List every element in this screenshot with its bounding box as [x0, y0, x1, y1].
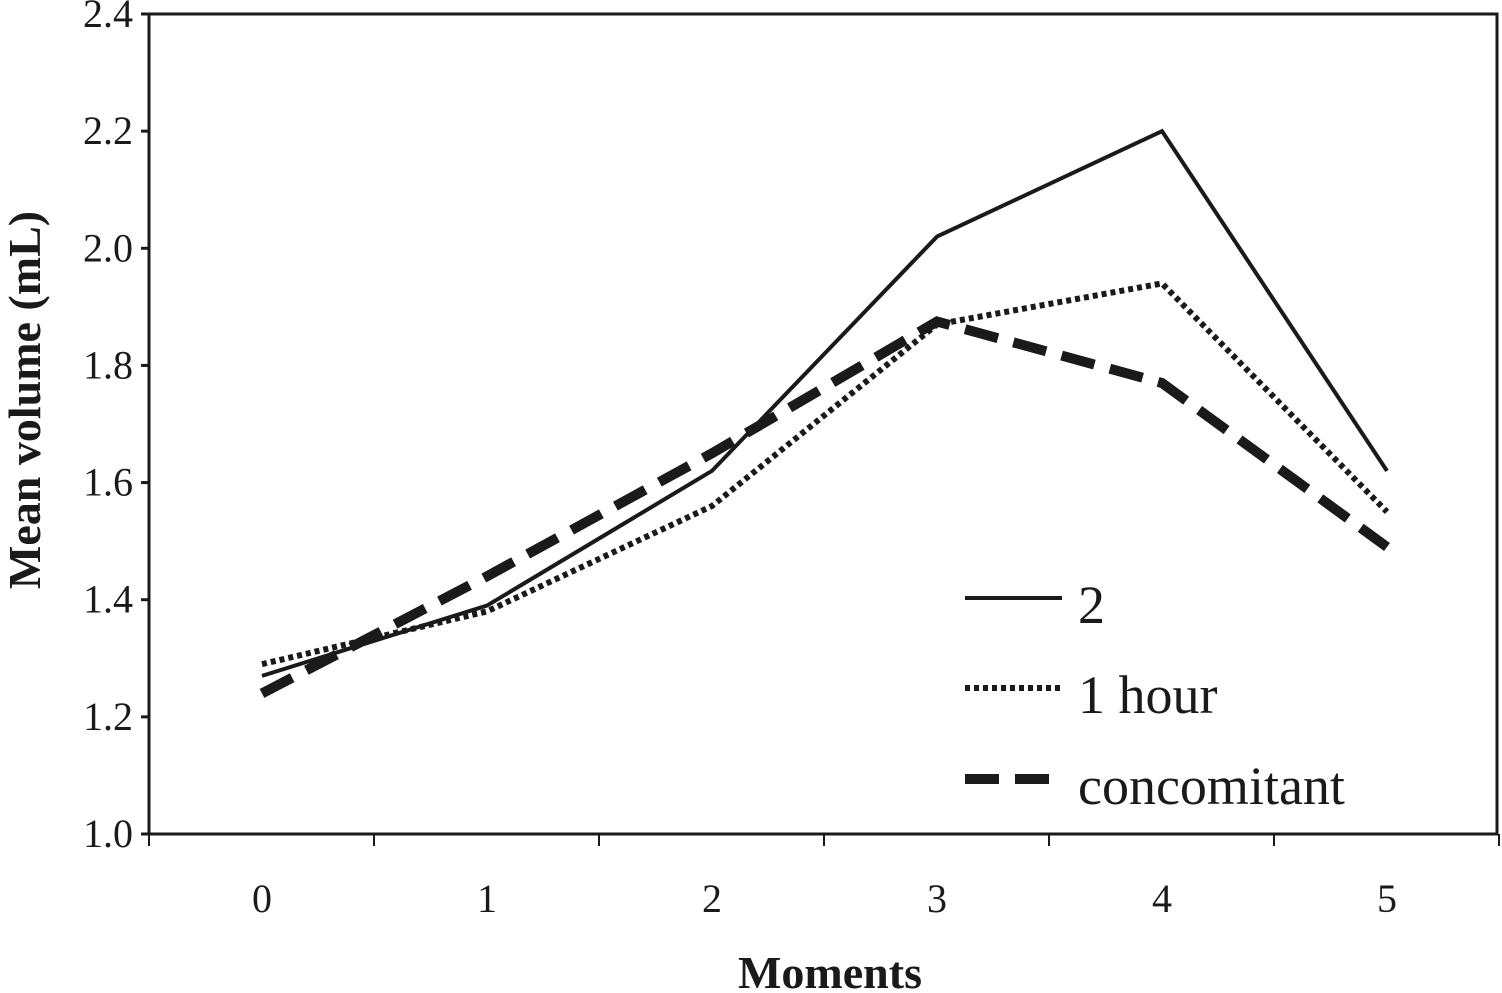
series-line-2: [261, 280, 1390, 668]
y-tick-label: 1.8: [83, 342, 133, 387]
plot-area-frame: [147, 12, 1499, 836]
x-tick-label: 0: [252, 876, 272, 921]
y-tick-label: 2.2: [83, 108, 133, 153]
series-line-1: [261, 128, 1389, 678]
y-axis-title: Mean volume (mL): [0, 211, 50, 589]
y-tick-label: 1.6: [83, 460, 133, 505]
y-tick-label: 2.4: [83, 0, 133, 36]
x-axis-title: Moments: [738, 947, 922, 993]
legend-label-series-2: 1 hour: [1078, 665, 1218, 725]
legend-label-series-3: concomitant: [1078, 756, 1345, 816]
series-lines: [259, 128, 1390, 698]
x-axis: 0 1 2 3 4 5: [148, 834, 1500, 921]
y-tick-label: 2.0: [83, 225, 133, 270]
x-tick-label: 5: [1377, 876, 1397, 921]
y-axis: 1.0 1.2 1.4 1.6 1.8 2.0 2.2 2.4: [83, 0, 149, 856]
legend: 2 1 hour concomitant: [965, 575, 1345, 816]
x-tick-label: 3: [927, 876, 947, 921]
y-tick-label: 1.2: [83, 694, 133, 739]
y-tick-label: 1.4: [83, 577, 133, 622]
legend-label-series-1: 2: [1078, 575, 1105, 635]
x-tick-label: 1: [477, 876, 497, 921]
y-tick-label: 1.0: [83, 811, 133, 856]
series-line-3: [259, 316, 1390, 698]
x-tick-label: 2: [702, 876, 722, 921]
x-tick-label: 4: [1152, 876, 1172, 921]
